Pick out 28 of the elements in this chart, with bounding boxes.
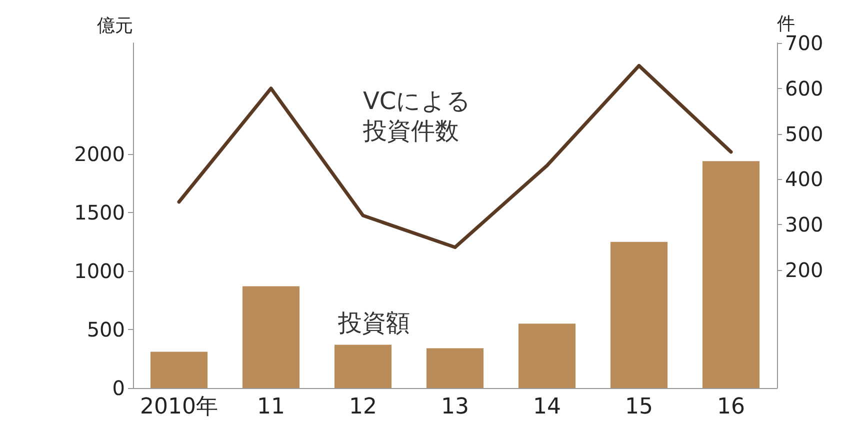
x-tick-label: 2010年: [140, 394, 218, 420]
x-tick-label: 13: [441, 394, 469, 420]
bar: [426, 348, 484, 388]
y2-tick-label: 600: [785, 76, 824, 100]
y2-tick-label: 400: [785, 167, 824, 192]
series-label: VCによる投資件数: [362, 87, 472, 145]
x-tick-label: 12: [349, 394, 377, 420]
bar: [242, 286, 300, 388]
bar: [334, 344, 392, 388]
y-tick-label: 0: [112, 376, 125, 400]
y-tick-label: 1000: [74, 259, 125, 284]
y2-tick-label: 500: [785, 122, 824, 146]
y2-tick-label: 300: [785, 212, 824, 237]
y-axis-title: 億元: [97, 16, 133, 36]
x-tick-label: 15: [625, 394, 653, 420]
bar: [150, 352, 208, 388]
series-label: 投資額: [337, 309, 410, 337]
y-tick-label: 500: [86, 318, 125, 342]
x-tick-label: 16: [717, 394, 745, 420]
x-tick-label: 11: [257, 394, 285, 420]
line-series: [177, 64, 733, 250]
y-tick-label: 1500: [74, 200, 125, 225]
bar: [610, 242, 668, 388]
bar: [518, 324, 576, 388]
bar: [702, 161, 760, 388]
y-tick-label: 2000: [74, 142, 125, 166]
x-tick-label: 14: [533, 394, 561, 420]
y2-tick-label: 200: [785, 258, 824, 282]
